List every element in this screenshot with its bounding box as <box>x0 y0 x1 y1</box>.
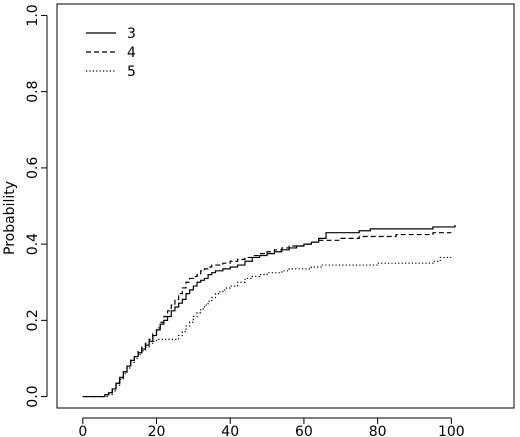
y-axis-title: Probability <box>2 181 18 255</box>
x-tick-label: 40 <box>221 424 239 437</box>
y-tick-label: 0.0 <box>25 385 41 407</box>
series-line-5 <box>82 256 452 398</box>
legend-label-5: 5 <box>127 64 136 80</box>
plot-frame <box>56 3 515 409</box>
x-tick-label: 80 <box>369 424 387 437</box>
x-tick-label: 100 <box>438 424 465 437</box>
y-tick-label: 0.6 <box>25 157 41 179</box>
legend-label-4: 4 <box>127 45 136 61</box>
legend-label-3: 3 <box>127 26 136 42</box>
y-tick-label: 1.0 <box>25 4 41 26</box>
x-tick-label: 20 <box>148 424 166 437</box>
series-line-3 <box>82 225 456 398</box>
x-tick-label: 0 <box>78 424 87 437</box>
y-tick-label: 0.2 <box>25 309 41 331</box>
y-tick-label: 0.4 <box>25 233 41 255</box>
series-line-4 <box>82 232 452 398</box>
x-tick-label: 60 <box>295 424 313 437</box>
y-tick-label: 0.8 <box>25 81 41 103</box>
